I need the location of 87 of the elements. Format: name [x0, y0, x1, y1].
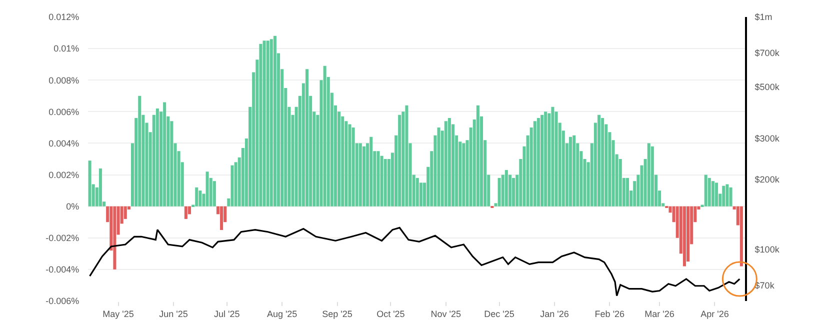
y-tick-label: 0.004% — [48, 138, 80, 148]
y2-tick-label: $100k — [754, 244, 780, 255]
x-tick-label: Aug '25 — [266, 308, 298, 319]
bar — [512, 178, 516, 206]
bar — [358, 143, 362, 206]
bar — [444, 121, 448, 206]
bar — [416, 178, 419, 206]
bar — [323, 66, 326, 206]
bar — [88, 160, 92, 206]
bar — [184, 206, 188, 219]
bar — [370, 136, 373, 206]
bar — [266, 40, 270, 206]
bar — [220, 206, 224, 230]
x-tick-label: Oct '25 — [376, 308, 405, 319]
bar — [708, 178, 711, 206]
x-tick-label: Jun '25 — [159, 308, 188, 319]
y-tick-label: 0.006% — [48, 106, 80, 117]
x-tick-label: Feb '26 — [594, 308, 625, 319]
bar — [206, 172, 209, 206]
bar — [572, 135, 576, 206]
bar — [352, 127, 355, 206]
bar — [462, 143, 466, 206]
bar — [362, 146, 366, 206]
x-tick-label: Mar '26 — [644, 308, 674, 319]
bar — [682, 206, 686, 266]
y-tick-label: 0.012% — [48, 12, 80, 22]
y-tick-label: 0.01% — [54, 44, 80, 54]
bar — [376, 151, 380, 206]
y-tick-label: -0.004% — [46, 264, 80, 275]
bar — [704, 174, 708, 206]
y-tick-label: -0.002% — [46, 233, 80, 244]
bar — [536, 118, 540, 206]
x-tick-label: Apr '26 — [700, 308, 729, 319]
y2-tick-label: $200k — [754, 174, 780, 185]
bar — [551, 106, 554, 206]
bar — [533, 121, 536, 206]
bar — [270, 39, 273, 206]
bar — [195, 187, 198, 206]
bar — [544, 112, 548, 206]
x-tick-label: Sep '25 — [322, 308, 352, 319]
bar — [597, 114, 601, 206]
x-tick-label: Nov '25 — [430, 308, 461, 319]
bar — [305, 69, 309, 206]
y2-tick-label: $1m — [754, 12, 772, 22]
bar — [722, 186, 726, 206]
bar — [729, 187, 732, 206]
bar — [626, 178, 629, 206]
bar — [740, 206, 743, 266]
bar — [259, 44, 262, 206]
bar — [398, 114, 402, 206]
bar — [711, 181, 714, 206]
bar — [262, 40, 266, 206]
bar — [212, 181, 216, 206]
y-tick-label: 0% — [66, 201, 80, 212]
x-tick-label: Dec '25 — [484, 308, 514, 319]
y2-tick-label: $500k — [754, 82, 780, 92]
bar — [384, 159, 387, 206]
y-tick-label: 0.008% — [48, 75, 80, 86]
bar — [437, 127, 440, 206]
bar — [273, 36, 276, 206]
bar — [647, 143, 650, 206]
x-tick-label: Jan '26 — [540, 308, 569, 319]
x-tick-label: Jul '25 — [214, 308, 240, 319]
bar — [138, 96, 142, 206]
y-tick-label: -0.006% — [46, 296, 80, 306]
bar — [601, 118, 604, 206]
bar — [163, 102, 166, 206]
bar — [230, 165, 234, 206]
bar — [405, 105, 408, 206]
bar — [156, 108, 159, 206]
bar — [98, 168, 102, 206]
bar — [198, 190, 202, 206]
bar — [540, 114, 544, 206]
bar — [726, 184, 729, 206]
bar — [650, 146, 654, 206]
y2-tick-label: $700k — [754, 48, 780, 58]
bar — [715, 182, 718, 206]
x-tick-label: May '25 — [102, 308, 134, 319]
y-tick-label: 0.002% — [48, 170, 80, 180]
bar — [498, 178, 501, 206]
bar — [113, 206, 116, 270]
bar — [348, 124, 352, 206]
bar — [569, 136, 572, 206]
bar — [476, 105, 480, 206]
y2-tick-label: $300k — [754, 134, 780, 144]
bar — [448, 118, 451, 206]
bar — [504, 170, 508, 206]
